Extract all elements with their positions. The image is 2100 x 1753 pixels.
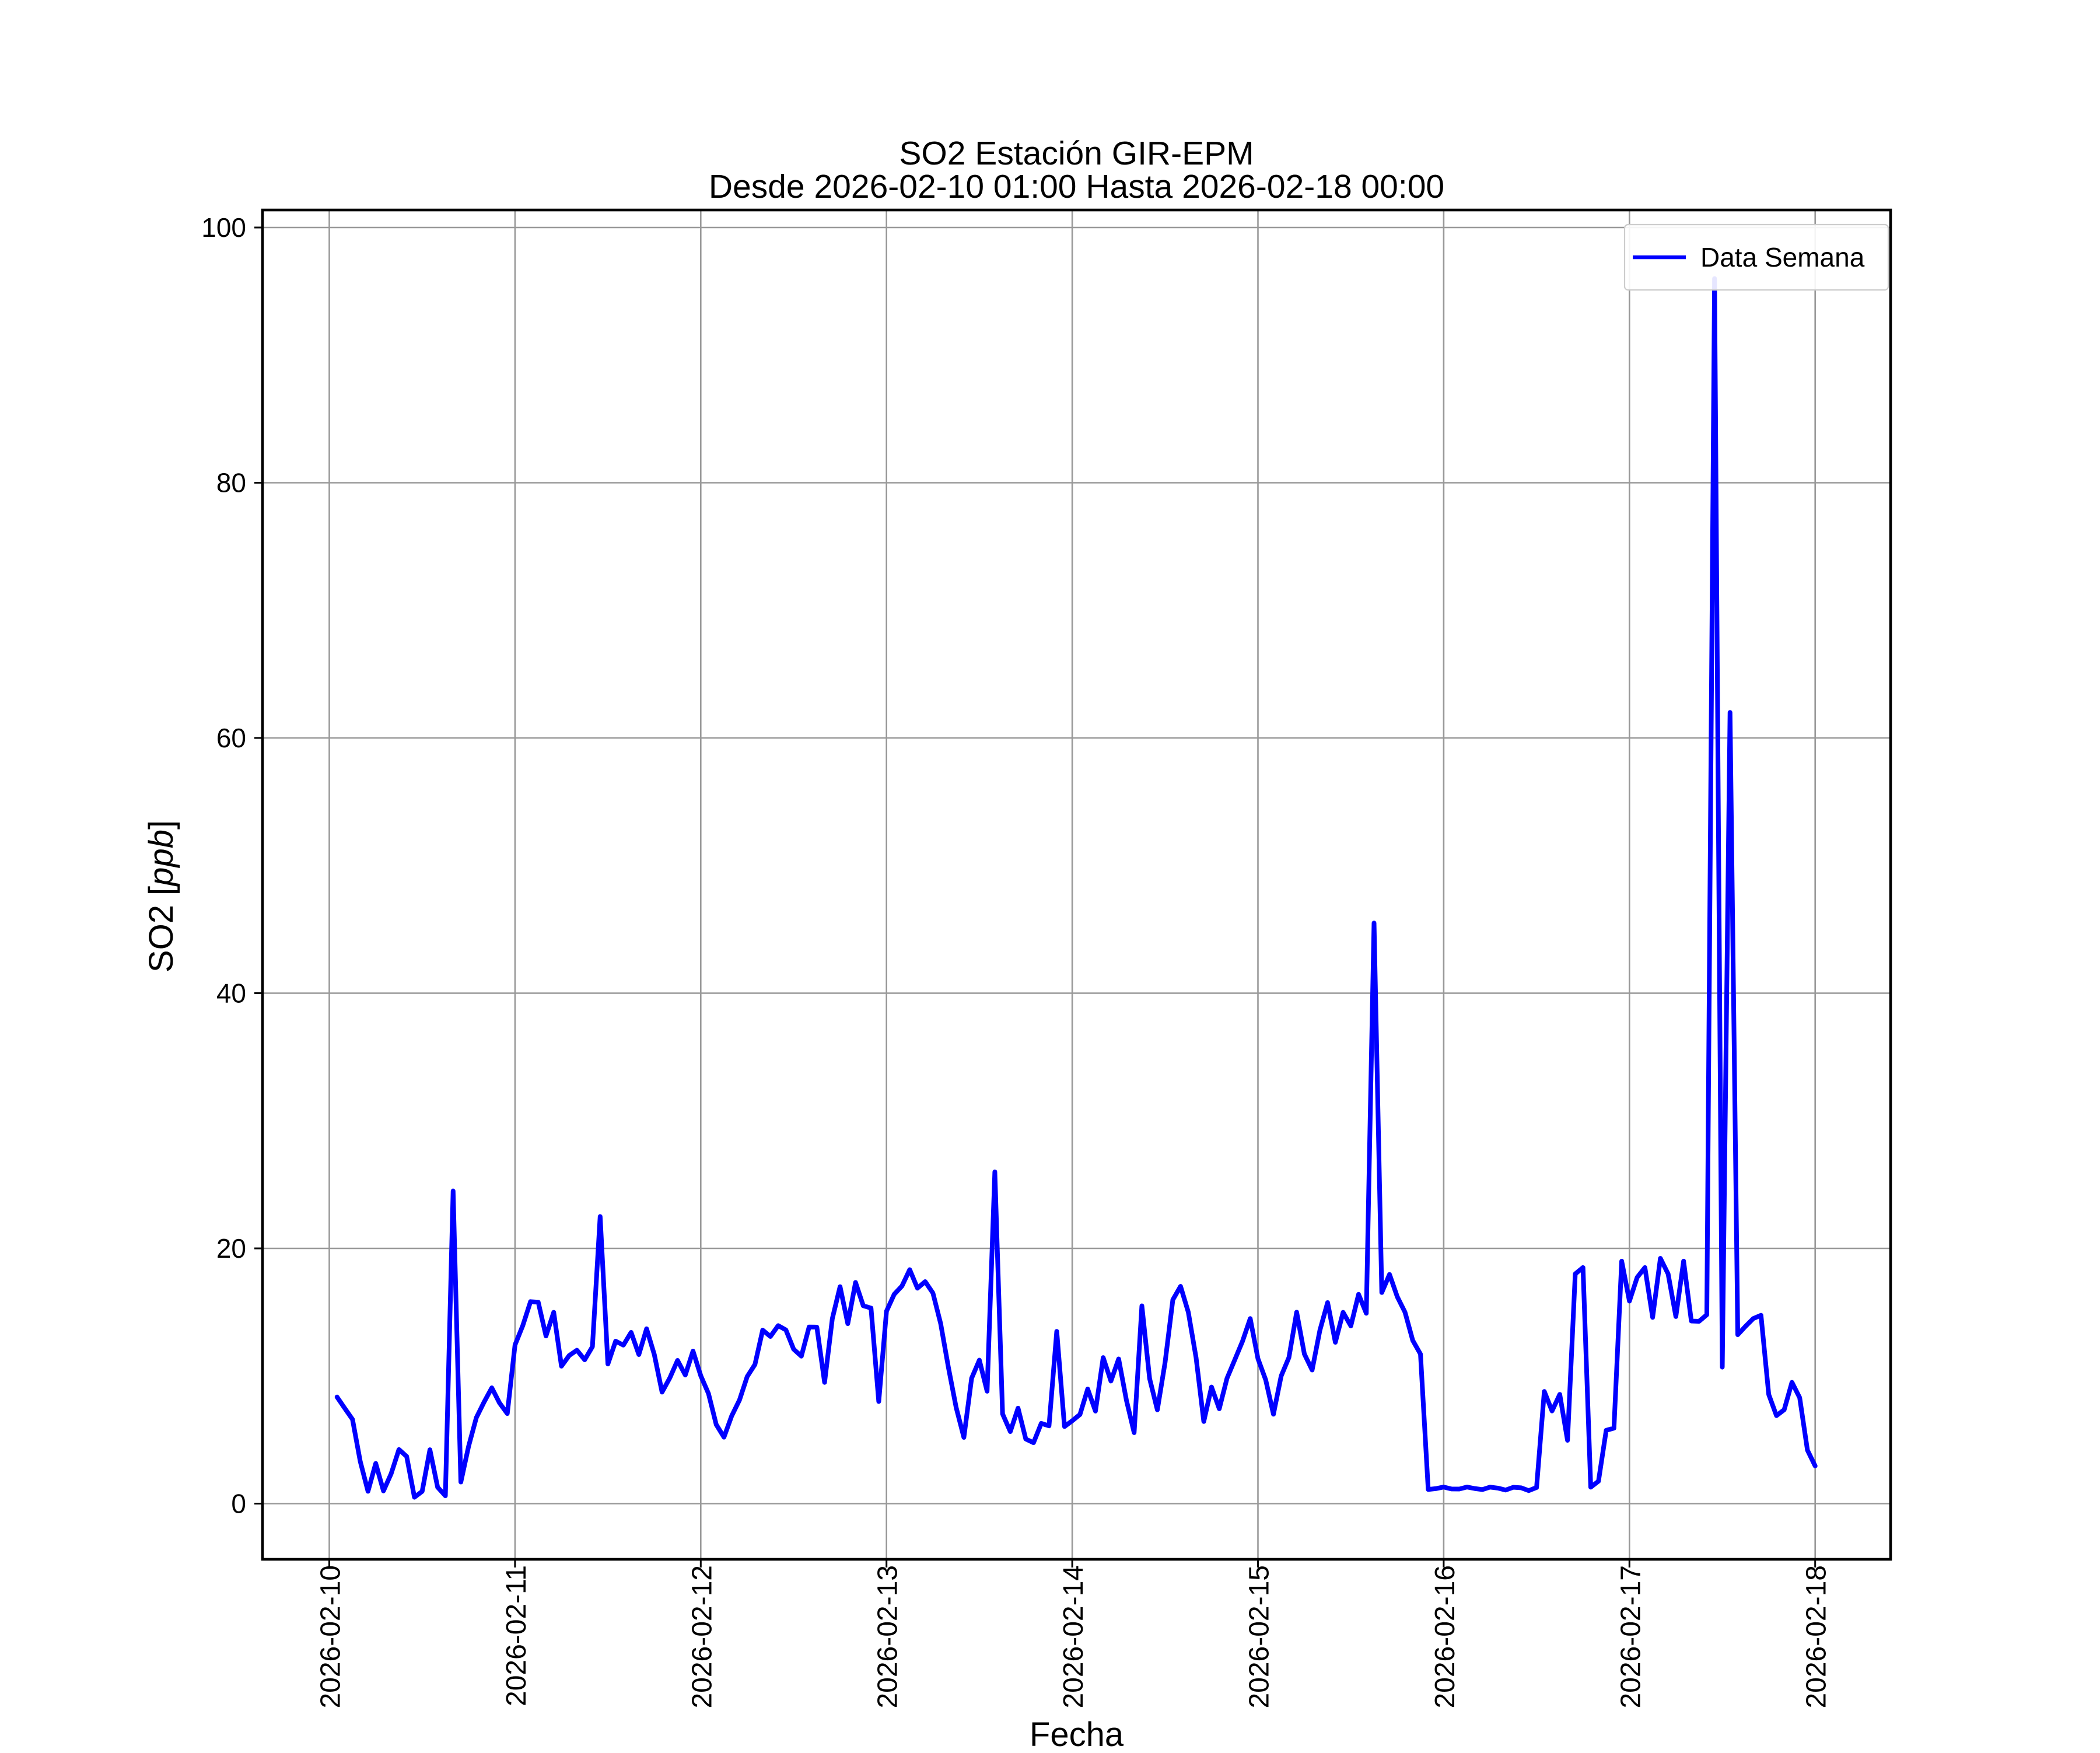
svg-text:Data Semana: Data Semana <box>1700 242 1865 272</box>
svg-text:2026-02-16: 2026-02-16 <box>1430 1565 1461 1709</box>
svg-text:2026-02-14: 2026-02-14 <box>1058 1565 1089 1709</box>
svg-text:20: 20 <box>216 1233 246 1264</box>
svg-text:SO2 [ppb]: SO2 [ppb] <box>142 820 180 972</box>
svg-text:60: 60 <box>216 723 246 753</box>
svg-text:2026-02-17: 2026-02-17 <box>1615 1565 1646 1709</box>
svg-text:Fecha: Fecha <box>1030 1716 1124 1750</box>
svg-text:Desde 2026-02-10 01:00 Hasta 2: Desde 2026-02-10 01:00 Hasta 2026-02-18 … <box>709 168 1444 205</box>
svg-text:SO2 Estación GIR-EPM: SO2 Estación GIR-EPM <box>899 135 1254 172</box>
svg-text:80: 80 <box>216 468 246 498</box>
svg-text:2026-02-13: 2026-02-13 <box>873 1565 904 1709</box>
svg-text:2026-02-10: 2026-02-10 <box>316 1565 346 1709</box>
svg-text:0: 0 <box>231 1489 246 1519</box>
svg-text:2026-02-12: 2026-02-12 <box>687 1565 718 1709</box>
svg-text:100: 100 <box>201 212 246 243</box>
svg-text:2026-02-11: 2026-02-11 <box>501 1565 532 1706</box>
svg-text:40: 40 <box>216 978 246 1009</box>
svg-text:2026-02-18: 2026-02-18 <box>1801 1565 1832 1709</box>
svg-text:2026-02-15: 2026-02-15 <box>1244 1565 1275 1709</box>
